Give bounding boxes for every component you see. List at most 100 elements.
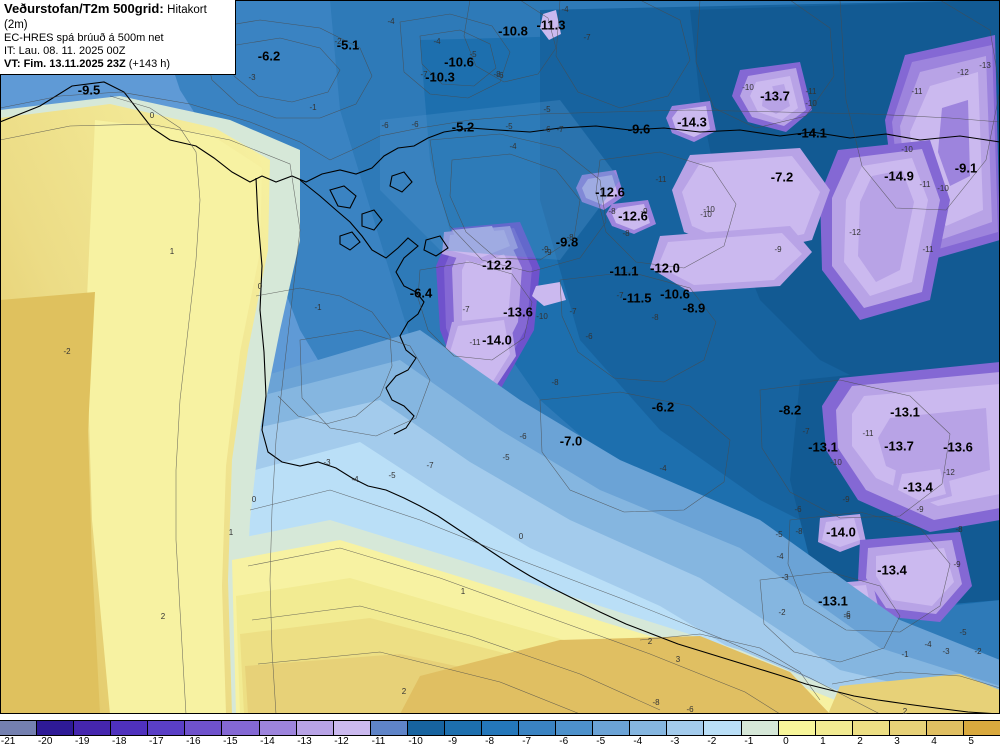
temperature-label: -12.6: [618, 208, 648, 224]
contour-label: -8: [652, 698, 660, 707]
color-scale-legend[interactable]: -21 -20 -19 -18 -17 -16 -15 -14 -13 -12 -11 -10 -9 -8…: [0, 714, 1000, 748]
contour-label: -9: [916, 505, 924, 514]
temperature-label: -10.6: [660, 286, 690, 302]
contour-label: 1: [169, 247, 175, 256]
contour-label: -9: [774, 245, 782, 254]
color-swatch[interactable]: [185, 721, 223, 735]
contour-label: -4: [433, 37, 441, 46]
valid-time-prefix: VT:: [4, 58, 21, 70]
color-swatch[interactable]: [704, 721, 742, 735]
contour-label: -9: [541, 245, 549, 254]
contour-label: -4: [561, 5, 569, 14]
color-scale-tick-label: -18: [112, 736, 127, 747]
contour-label: -6: [496, 71, 504, 80]
color-swatch[interactable]: [333, 721, 371, 735]
contour-label: -5: [775, 530, 783, 539]
temperature-label: -13.6: [943, 439, 973, 455]
color-swatch[interactable]: [778, 721, 816, 735]
color-swatch[interactable]: [926, 721, 965, 735]
color-scale-tick-label: -20: [37, 736, 53, 747]
color-swatch[interactable]: [667, 721, 705, 735]
color-swatch[interactable]: [741, 721, 779, 735]
color-scale-tick-label: -12: [334, 736, 349, 747]
color-swatch[interactable]: [556, 721, 594, 735]
contour-label: -4: [776, 552, 784, 561]
contour-label: -10: [742, 83, 754, 92]
color-swatch[interactable]: [444, 721, 483, 735]
contour-label: 3: [675, 655, 681, 664]
contour-label: -13: [979, 61, 991, 70]
contour-label: -2: [334, 37, 342, 46]
contour-label: -9: [953, 560, 961, 569]
color-swatch[interactable]: [407, 721, 445, 735]
color-swatch[interactable]: [0, 721, 38, 735]
contour-label: -9: [640, 207, 648, 216]
contour-label: -4: [924, 640, 932, 649]
contour-label: 1: [460, 587, 466, 596]
color-scale-tick-label: 2: [857, 736, 863, 747]
color-swatch[interactable]: [852, 721, 890, 735]
contour-label: -11: [911, 87, 923, 96]
temperature-label: -14.1: [797, 125, 827, 141]
color-scale-tick-label: 5: [968, 736, 974, 747]
color-swatch[interactable]: [296, 721, 334, 735]
forecast-info-box: Veðurstofan/T2m 500grid: Hitakort (2m) E…: [0, 0, 236, 75]
color-scale-tick-label: -3: [670, 736, 680, 747]
temperature-label: -5.1: [336, 37, 360, 53]
contour-label: -7: [802, 427, 810, 436]
contour-label: -7: [420, 70, 428, 79]
color-swatch[interactable]: [630, 721, 668, 735]
color-swatch[interactable]: [222, 721, 260, 735]
temperature-label: -11.5: [622, 290, 652, 306]
contour-label: -6: [381, 121, 389, 130]
contour-label: -1: [901, 650, 909, 659]
temperature-label: -13.1: [818, 593, 848, 609]
temperature-label: -14.3: [677, 114, 707, 130]
contour-label: -5: [543, 105, 551, 114]
contour-label: -11: [922, 245, 934, 254]
color-swatch[interactable]: [259, 721, 297, 735]
color-swatch[interactable]: [815, 721, 853, 735]
color-swatch[interactable]: [148, 721, 186, 735]
color-scale-tick-label: -10: [408, 736, 423, 747]
color-swatch[interactable]: [889, 721, 927, 735]
contour-label: -10: [805, 99, 817, 108]
color-scale-bar[interactable]: [0, 720, 1000, 736]
temperature-label: -9.8: [555, 234, 579, 250]
product-subtitle: Hitakort (2m): [4, 4, 207, 31]
color-scale-ticks: -21 -20 -19 -18 -17 -16 -15 -14 -13 -12 -11 -10 -9 -8…: [0, 736, 1000, 748]
color-swatch[interactable]: [593, 721, 631, 735]
temperature-label: -13.7: [884, 438, 914, 454]
contour-label: -4: [387, 17, 395, 26]
contour-label: 0: [518, 532, 524, 541]
color-swatch[interactable]: [964, 721, 1000, 735]
color-swatch[interactable]: [111, 721, 149, 735]
contour-label: 2: [902, 707, 908, 715]
contour-label: -8: [622, 229, 630, 238]
temperature-label: -11.3: [536, 17, 566, 33]
color-swatch[interactable]: [74, 721, 112, 735]
color-scale-tick-label: -4: [633, 736, 643, 747]
color-swatch[interactable]: [370, 721, 408, 735]
contour-label: -3: [942, 647, 950, 656]
contour-label: -8: [955, 525, 963, 534]
temperature-map[interactable]: -9.5-7.2-6.2-5.1-10.8-11.3-10.6-10.3-5.2…: [0, 0, 1000, 714]
contour-label: -3: [323, 458, 331, 467]
temperature-label: -6.2: [257, 48, 281, 64]
color-scale-tick-label: -9: [448, 736, 458, 747]
lead-time-value: (+143 h): [128, 58, 171, 70]
valid-time-value: Fim. 13.11.2025 23Z: [23, 58, 126, 70]
contour-label: -12: [849, 228, 861, 237]
contour-label: -11: [469, 338, 481, 347]
temperature-label: -12.2: [482, 257, 512, 273]
color-swatch[interactable]: [37, 721, 75, 735]
contour-label: -6: [585, 332, 593, 341]
temperature-label: -10.3: [425, 69, 455, 85]
valid-time-line: VT: Fim. 13.11.2025 23Z (+143 h): [4, 58, 230, 71]
model-line: EC-HRES spá brúuð á 500m net: [4, 32, 164, 44]
color-swatch[interactable]: [519, 721, 557, 735]
color-swatch[interactable]: [482, 721, 520, 735]
temperature-label: -10.8: [498, 23, 528, 39]
color-scale-tick-label: 1: [820, 736, 826, 747]
temperature-label: -8.2: [778, 402, 802, 418]
